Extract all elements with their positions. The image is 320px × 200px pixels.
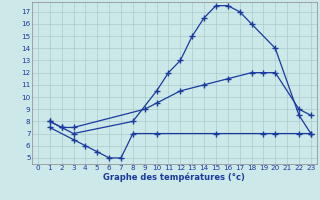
X-axis label: Graphe des températures (°c): Graphe des températures (°c) (103, 173, 245, 182)
